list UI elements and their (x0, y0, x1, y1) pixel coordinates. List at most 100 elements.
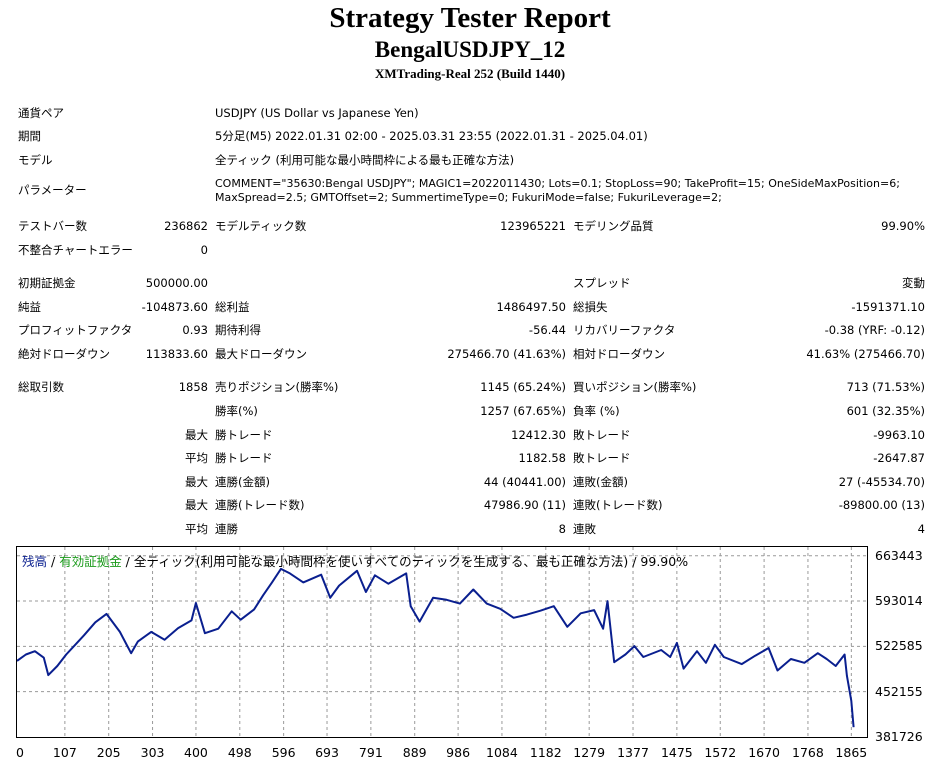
profit-factor-label: プロフィットファクタ (18, 323, 133, 337)
win-rate-value: 1257 (67.65%) (480, 404, 566, 418)
max-prefix: 最大 (185, 428, 208, 442)
model-value: 全ティック (利用可能な最小時間枠による最も正確な方法) (215, 153, 515, 167)
params-label: パラメーター (18, 183, 87, 197)
x-tick-label: 889 (402, 745, 427, 760)
total-trades-value: 1858 (178, 380, 208, 394)
avg-win-label: 勝トレード (215, 451, 273, 465)
consec-losses-amount-label: 連敗(金額) (573, 475, 628, 489)
quality-label: モデリング品質 (573, 219, 654, 233)
max-win-label: 勝トレード (215, 428, 273, 442)
total-trades-label: 総取引数 (18, 380, 64, 394)
ticks-value: 123965221 (500, 219, 566, 233)
x-tick-label: 107 (52, 745, 77, 760)
long-positions-value: 713 (71.53%) (846, 380, 925, 394)
max-prefix-3: 最大 (185, 498, 208, 512)
x-tick-label: 400 (184, 745, 208, 760)
short-positions-label: 売りポジション(勝率%) (215, 380, 339, 394)
x-tick-label: 596 (271, 745, 296, 760)
expert-name: BengalUSDJPY_12 (374, 37, 566, 62)
x-tick-label: 1768 (792, 745, 824, 760)
x-tick-label: 1084 (486, 745, 518, 760)
abs-drawdown-value: 113833.60 (145, 347, 208, 361)
server-build: XMTrading-Real 252 (Build 1440) (374, 66, 566, 81)
max-drawdown-label: 最大ドローダウン (215, 347, 307, 361)
expected-payoff-value: -56.44 (528, 323, 566, 337)
x-tick-label: 1279 (573, 745, 606, 760)
gross-profit-label: 総利益 (215, 300, 250, 314)
x-tick-label: 1670 (748, 745, 780, 760)
x-tick-label: 205 (96, 745, 121, 760)
recovery-factor-value: -0.38 (YRF: -0.12) (824, 323, 925, 337)
rel-drawdown-value: 41.63% (275466.70) (806, 347, 925, 361)
x-tick-label: 498 (227, 745, 252, 760)
avg-consec-losses-label: 連敗 (573, 522, 596, 536)
y-tick-label: 381726 (875, 729, 923, 744)
balance-chart (16, 546, 868, 738)
loss-rate-label: 負率 (%) (573, 404, 620, 418)
avg-loss-value: -2647.87 (873, 451, 925, 465)
period-value: 5分足(M5) 2022.01.31 02:00 - 2025.03.31 23… (215, 129, 648, 143)
balance-chart-plot (17, 547, 867, 737)
x-tick-label: 1475 (660, 745, 693, 760)
consec-wins-count-label: 連勝(トレード数) (215, 498, 305, 512)
gross-loss-label: 総損失 (573, 300, 608, 314)
rel-drawdown-label: 相対ドローダウン (573, 347, 665, 361)
y-tick-label: 452155 (875, 683, 923, 699)
bars-value: 236862 (164, 219, 208, 233)
bars-label: テストバー数 (18, 219, 87, 233)
mismatch-label: 不整合チャートエラー (18, 243, 133, 257)
legend-equity: 有効証拠金 (59, 554, 122, 569)
y-tick-label: 663443 (875, 547, 923, 563)
consec-wins-count-value: 47986.90 (11) (483, 498, 566, 512)
symbol-value: USDJPY (US Dollar vs Japanese Yen) (215, 106, 419, 120)
mismatch-value: 0 (200, 243, 208, 257)
params-line-1: COMMENT="35630:Bengal USDJPY"; MAGIC1=20… (215, 177, 900, 190)
long-positions-label: 買いポジション(勝率%) (573, 380, 697, 394)
avg-win-value: 1182.58 (518, 451, 566, 465)
y-tick-label: 593014 (875, 593, 923, 609)
short-positions-value: 1145 (65.24%) (480, 380, 566, 394)
recovery-factor-label: リカバリーファクタ (573, 323, 676, 337)
x-tick-label: 303 (140, 745, 165, 760)
balance-line (17, 567, 855, 728)
abs-drawdown-label: 絶対ドローダウン (18, 347, 110, 361)
params-line-2: MaxSpread=2.5; GMTOffset=2; SummertimeTy… (215, 191, 722, 204)
avg-consec-wins-value: 8 (558, 522, 566, 536)
model-label: モデル (18, 153, 53, 167)
x-tick-label: 1182 (529, 745, 562, 760)
expected-payoff-label: 期待利得 (215, 323, 261, 337)
legend-description: 全ティック(利用可能な最小時間枠を使いすべてのティックを生成する、最も正確な方法… (133, 554, 689, 569)
max-loss-value: -9963.10 (873, 428, 925, 442)
symbol-label: 通貨ペア (18, 106, 64, 120)
x-tick-label: 1572 (704, 745, 737, 760)
consec-losses-count-value: -89800.00 (13) (838, 498, 925, 512)
report-title: Strategy Tester Report (329, 2, 611, 34)
win-rate-label: 勝率(%) (215, 404, 258, 418)
gross-profit-value: 1486497.50 (496, 300, 566, 314)
chart-legend: 残高 / 有効証拠金 / 全ティック(利用可能な最小時間枠を使いすべてのティック… (22, 551, 688, 570)
deposit-value: 500000.00 (145, 276, 208, 290)
spread-label: スプレッド (573, 276, 631, 290)
quality-value: 99.90% (881, 219, 925, 233)
avg-loss-label: 敗トレード (573, 451, 631, 465)
net-profit-label: 純益 (18, 300, 41, 314)
max-loss-label: 敗トレード (573, 428, 631, 442)
legend-sep-2: / (121, 554, 134, 569)
avg-consec-losses-value: 4 (917, 522, 925, 536)
profit-factor-value: 0.93 (182, 323, 208, 337)
avg-prefix-2: 平均 (185, 522, 208, 536)
spread-value: 変動 (902, 276, 925, 290)
max-drawdown-value: 275466.70 (41.63%) (447, 347, 566, 361)
deposit-label: 初期証拠金 (18, 276, 76, 290)
loss-rate-value: 601 (32.35%) (846, 404, 925, 418)
avg-consec-wins-label: 連勝 (215, 522, 238, 536)
x-tick-label: 1865 (835, 745, 868, 760)
consec-wins-amount-value: 44 (40441.00) (483, 475, 566, 489)
x-tick-label: 1377 (617, 745, 649, 760)
consec-losses-amount-value: 27 (-45534.70) (838, 475, 925, 489)
consec-wins-amount-label: 連勝(金額) (215, 475, 270, 489)
x-tick-label: 791 (358, 745, 383, 760)
max-win-value: 12412.30 (511, 428, 566, 442)
x-tick-label: 693 (315, 745, 339, 760)
max-prefix-2: 最大 (185, 475, 208, 489)
